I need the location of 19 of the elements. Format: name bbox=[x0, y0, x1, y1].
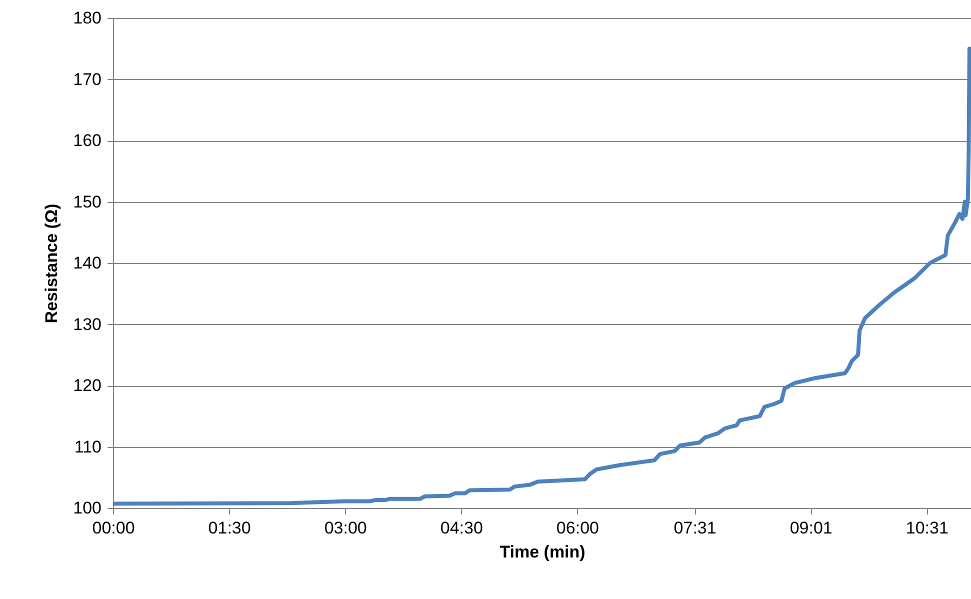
x-tick-label: 00:00 bbox=[92, 518, 135, 538]
y-tick-label: 100 bbox=[73, 498, 102, 518]
y-tick-label: 170 bbox=[73, 70, 102, 89]
y-tick-label: 160 bbox=[73, 131, 102, 150]
x-axis-title: Time (min) bbox=[500, 542, 586, 562]
x-tick-label: 01:30 bbox=[208, 518, 251, 538]
x-tick-label: 09:01 bbox=[790, 518, 832, 538]
y-tick-label: 150 bbox=[73, 192, 102, 212]
x-tick-label: 07:31 bbox=[674, 518, 716, 538]
x-tick-label: 04:30 bbox=[440, 518, 483, 538]
y-tick-label: 120 bbox=[73, 376, 102, 395]
x-tick-label: 10:31 bbox=[906, 518, 948, 538]
y-axis-title: Resistance (Ω) bbox=[42, 204, 62, 324]
y-tick-label: 130 bbox=[73, 314, 102, 334]
y-tick-label: 140 bbox=[73, 254, 102, 272]
y-tick-label: 110 bbox=[74, 437, 102, 456]
y-tick-label: 180 bbox=[73, 8, 102, 28]
x-tick-label: 06:00 bbox=[556, 518, 599, 538]
x-tick-label: 03:00 bbox=[324, 518, 367, 538]
